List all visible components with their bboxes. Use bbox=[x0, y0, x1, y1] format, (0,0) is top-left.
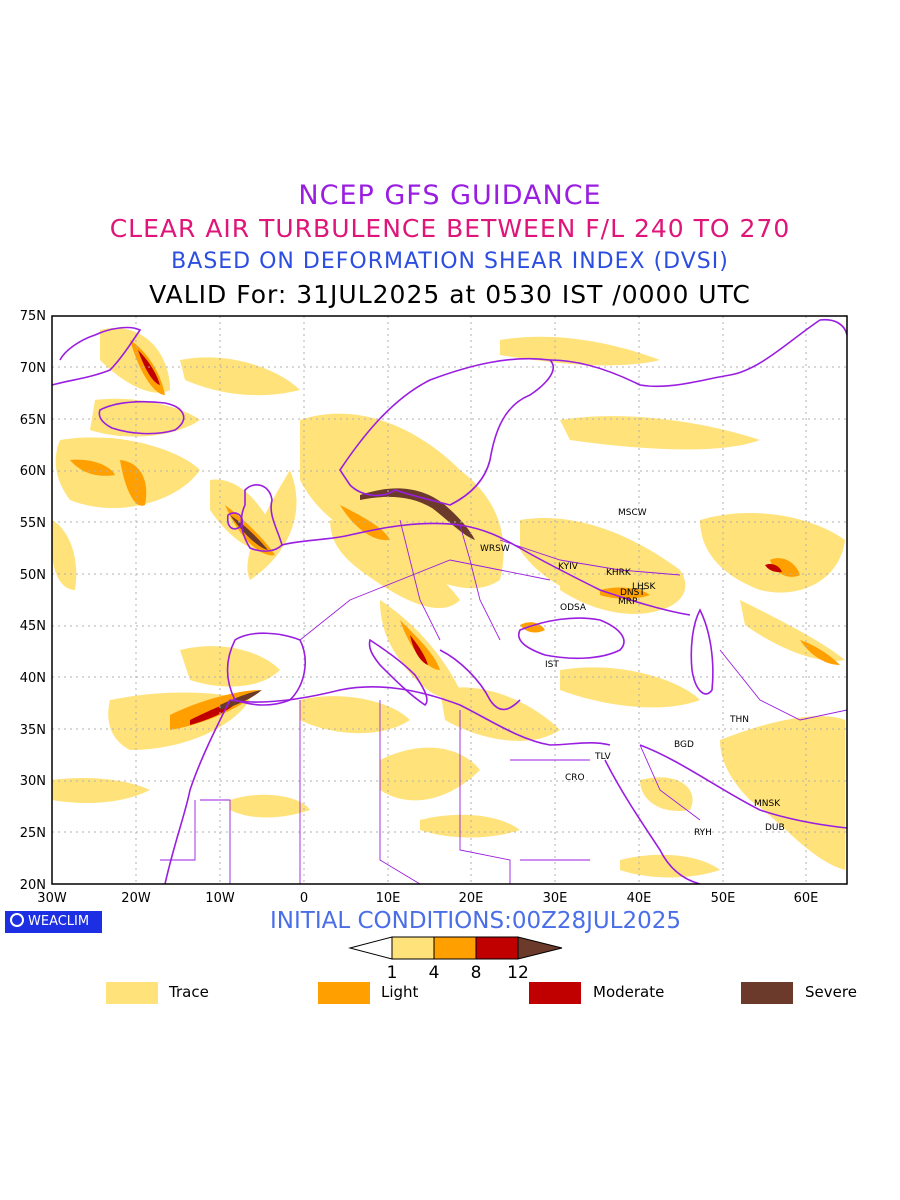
lat-label: 20N bbox=[20, 878, 46, 893]
legend-label-moderate: Moderate bbox=[593, 983, 665, 1001]
title-valid-time: VALID For: 31JUL2025 at 0530 IST /0000 U… bbox=[149, 280, 751, 309]
legend-swatch-moderate bbox=[529, 982, 581, 1004]
legend-label-severe: Severe bbox=[805, 983, 857, 1001]
colorbar-segment-light bbox=[433, 936, 477, 960]
colorbar-tick: 12 bbox=[507, 963, 529, 983]
station-label-lhsk: LHSK bbox=[632, 582, 656, 592]
title-method: BASED ON DEFORMATION SHEAR INDEX (DVSI) bbox=[171, 249, 729, 274]
lat-label: 70N bbox=[20, 361, 46, 376]
legend-swatch-light bbox=[318, 982, 370, 1004]
colorbar-tick: 8 bbox=[471, 963, 482, 983]
lon-label: 10E bbox=[376, 891, 401, 906]
lat-label: 45N bbox=[20, 619, 46, 634]
colorbar-segment-moderate bbox=[475, 936, 519, 960]
logo-ring-icon bbox=[10, 913, 24, 927]
legend-swatch-trace bbox=[106, 982, 158, 1004]
legend-label-trace: Trace bbox=[169, 983, 209, 1001]
latitude-labels: 75N 70N 65N 60N 55N 50N 45N 40N 35N 30N … bbox=[20, 309, 46, 893]
legend-label-light: Light bbox=[381, 983, 419, 1001]
longitude-labels: 30W 20W 10W 0 10E 20E 30E 40E 50E 60E bbox=[37, 891, 818, 906]
lat-label: 50N bbox=[20, 568, 46, 583]
lon-label: 50E bbox=[711, 891, 736, 906]
colorbar-tick: 1 bbox=[387, 963, 398, 983]
lat-label: 65N bbox=[20, 413, 46, 428]
station-label-mrp: MRP bbox=[618, 597, 638, 607]
station-label-mnsk: MNSK bbox=[754, 799, 781, 809]
station-label-ist: IST bbox=[545, 660, 559, 670]
colorbar: 1 4 8 12 bbox=[348, 936, 563, 983]
logo-text: WEACLIM bbox=[28, 914, 90, 929]
lon-label: 20W bbox=[121, 891, 151, 906]
station-label-ryh: RYH bbox=[694, 828, 712, 838]
station-label-kyiv: KYIV bbox=[558, 562, 579, 572]
lon-label: 40E bbox=[627, 891, 652, 906]
lon-label: 0 bbox=[300, 891, 308, 906]
station-label-dnst: DNST bbox=[620, 588, 645, 598]
colorbar-segment-trace bbox=[391, 936, 435, 960]
station-label-cro: CRO bbox=[565, 773, 585, 783]
map-frame bbox=[51, 315, 848, 885]
legend-swatch-severe bbox=[741, 982, 793, 1004]
station-label-dub: DUB bbox=[765, 823, 785, 833]
lat-label: 75N bbox=[20, 309, 46, 324]
title-parameter: CLEAR AIR TURBULENCE BETWEEN F/L 240 TO … bbox=[109, 214, 791, 243]
colorbar-low-arrow bbox=[348, 936, 393, 960]
turbulence-map: MSCW WRSW KYIV KHRK LHSK DNST MRP ODSA I… bbox=[20, 309, 848, 906]
weaclim-logo: WEACLIM bbox=[5, 911, 102, 933]
colorbar-tick: 4 bbox=[429, 963, 440, 983]
title-product: NCEP GFS GUIDANCE bbox=[298, 180, 602, 211]
lat-label: 60N bbox=[20, 464, 46, 479]
lat-label: 55N bbox=[20, 516, 46, 531]
station-label-bgd: BGD bbox=[674, 740, 694, 750]
station-label-wrsw: WRSW bbox=[480, 544, 510, 554]
station-label-odsa: ODSA bbox=[560, 603, 587, 613]
lon-label: 30E bbox=[543, 891, 568, 906]
lat-label: 40N bbox=[20, 671, 46, 686]
turbulence-severe-areas bbox=[220, 488, 475, 710]
station-labels: MSCW WRSW KYIV KHRK LHSK DNST MRP ODSA I… bbox=[480, 508, 785, 838]
station-label-mscw: MSCW bbox=[618, 508, 647, 518]
country-borders bbox=[160, 519, 847, 884]
lat-label: 30N bbox=[20, 774, 46, 789]
station-label-tlv: TLV bbox=[594, 752, 612, 762]
lat-label: 25N bbox=[20, 826, 46, 841]
colorbar-high-arrow bbox=[517, 936, 563, 960]
coastlines bbox=[52, 318, 847, 884]
lon-label: 60E bbox=[794, 891, 819, 906]
lon-label: 10W bbox=[205, 891, 235, 906]
lon-label: 30W bbox=[37, 891, 67, 906]
station-label-khrk: KHRK bbox=[606, 568, 632, 578]
lon-label: 20E bbox=[459, 891, 484, 906]
lat-label: 35N bbox=[20, 723, 46, 738]
initial-conditions-label: INITIAL CONDITIONS:00Z28JUL2025 bbox=[270, 908, 682, 934]
station-label-thn: THN bbox=[729, 715, 749, 725]
